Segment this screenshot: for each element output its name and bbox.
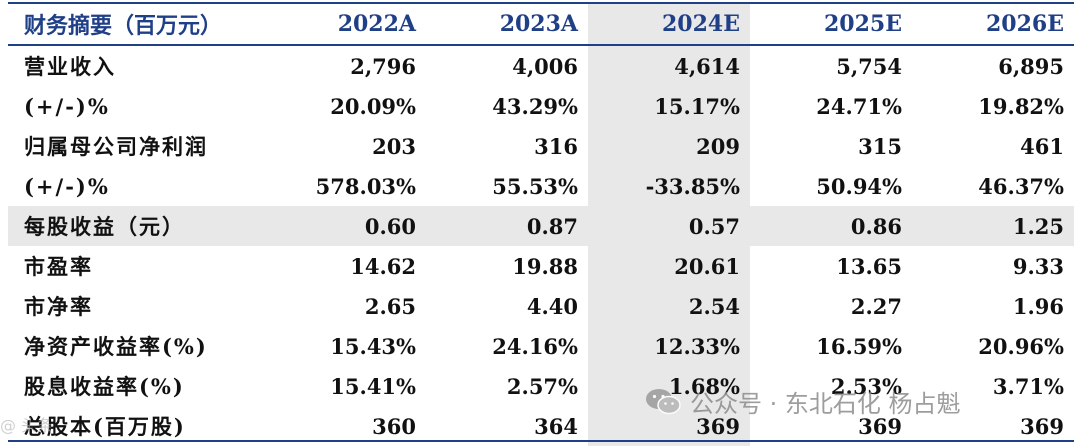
cell-value: 9.33 <box>1012 253 1064 279</box>
table-row: 归属母公司净利润 203 316 209 315 461 <box>8 126 1074 166</box>
row-label: (+/-)% <box>24 93 110 119</box>
bottom-rule <box>8 440 1074 442</box>
cell-value: 2.53% <box>830 373 902 399</box>
row-label: 净资产收益率(%) <box>24 334 208 359</box>
table-header-row: 财务摘要（百万元） 2022A 2023A 2024E 2025E 2026E <box>8 4 1074 45</box>
cell-value: 24.16% <box>492 333 578 359</box>
cell-value: 315 <box>858 133 902 159</box>
cell-value: 1.25 <box>912 206 1074 246</box>
table-row: (+/-)% 578.03% 55.53% -33.85% 50.94% 46.37% <box>8 166 1074 206</box>
cell-value: 43.29% <box>492 93 578 119</box>
cell-value: 4,006 <box>512 53 578 79</box>
cell-value: 12.33% <box>588 326 750 366</box>
top-rule <box>8 2 1074 4</box>
table-row: 市净率 2.65 4.40 2.54 2.27 1.96 <box>8 286 1074 326</box>
financial-summary-table: 财务摘要（百万元） 2022A 2023A 2024E 2025E 2026E … <box>8 4 1074 446</box>
header-year: 2023A <box>499 11 578 37</box>
cell-value: 50.94% <box>816 173 902 199</box>
cell-value: 15.17% <box>588 86 750 126</box>
cell-value: 19.82% <box>978 93 1064 119</box>
cell-value: 360 <box>372 413 416 439</box>
table-row: 市盈率 14.62 19.88 20.61 13.65 9.33 <box>8 246 1074 286</box>
cell-value: 364 <box>534 413 578 439</box>
cell-value: 1.96 <box>1012 293 1064 319</box>
table-row: (+/-)% 20.09% 43.29% 15.17% 24.71% 19.82% <box>8 86 1074 126</box>
cell-value: 2.27 <box>850 293 902 319</box>
cell-value: 24.71% <box>816 93 902 119</box>
cell-value: 209 <box>588 126 750 166</box>
cell-value: 20.61 <box>588 246 750 286</box>
table-row: 净资产收益率(%) 15.43% 24.16% 12.33% 16.59% 20.96% <box>8 326 1074 366</box>
cell-value: 2.57% <box>506 373 578 399</box>
table-row: 股息收益率(%) 15.41% 2.57% 1.68% 2.53% 3.71% <box>8 366 1074 406</box>
row-label: 每股收益（元） <box>8 206 264 246</box>
cell-value: 1.68% <box>588 366 750 406</box>
cell-value: 5,754 <box>836 53 902 79</box>
cell-value: 20.96% <box>978 333 1064 359</box>
cell-value: 15.43% <box>330 333 416 359</box>
cell-value: 0.87 <box>426 206 588 246</box>
cell-value: 20.09% <box>330 93 416 119</box>
cell-value: 2.65 <box>364 293 416 319</box>
cell-value: 316 <box>534 133 578 159</box>
cell-value: 4.40 <box>526 293 578 319</box>
cell-value: 2.54 <box>588 286 750 326</box>
cell-value: 369 <box>1020 413 1064 439</box>
cell-value: 19.88 <box>512 253 578 279</box>
cell-value: 46.37% <box>978 173 1064 199</box>
table-row: 每股收益（元） 0.60 0.87 0.57 0.86 1.25 <box>8 206 1074 246</box>
cell-value: 0.86 <box>750 206 912 246</box>
cell-value: 3.71% <box>992 373 1064 399</box>
cell-value: 4,614 <box>588 45 750 86</box>
row-label: 市盈率 <box>24 254 93 279</box>
row-label: 市净率 <box>24 294 93 319</box>
header-year: 2022A <box>337 11 416 37</box>
cell-value: 0.60 <box>264 206 426 246</box>
header-year: 2026E <box>986 11 1064 37</box>
header-title: 财务摘要（百万元） <box>24 13 223 39</box>
cell-value: 0.57 <box>588 206 750 246</box>
header-year-highlighted: 2024E <box>588 4 750 45</box>
cell-value: 16.59% <box>816 333 902 359</box>
cell-value: -33.85% <box>588 166 750 206</box>
cell-value: 369 <box>588 406 750 446</box>
row-label: 总股本(百万股) <box>24 414 186 439</box>
cell-value: 6,895 <box>998 53 1064 79</box>
cell-value: 369 <box>858 413 902 439</box>
row-label: (+/-)% <box>24 173 110 199</box>
cell-value: 461 <box>1020 133 1064 159</box>
cell-value: 55.53% <box>492 173 578 199</box>
cell-value: 203 <box>372 133 416 159</box>
row-label: 股息收益率(%) <box>24 374 185 399</box>
header-year: 2025E <box>824 11 902 37</box>
row-label: 营业收入 <box>24 54 116 79</box>
cell-value: 13.65 <box>836 253 902 279</box>
cell-value: 15.41% <box>330 373 416 399</box>
cell-value: 14.62 <box>350 253 416 279</box>
table-row: 总股本(百万股) 360 364 369 369 369 <box>8 406 1074 446</box>
table-row: 营业收入 2,796 4,006 4,614 5,754 6,895 <box>8 45 1074 86</box>
cell-value: 578.03% <box>315 173 416 199</box>
row-label: 归属母公司净利润 <box>24 134 208 159</box>
cell-value: 2,796 <box>350 53 416 79</box>
